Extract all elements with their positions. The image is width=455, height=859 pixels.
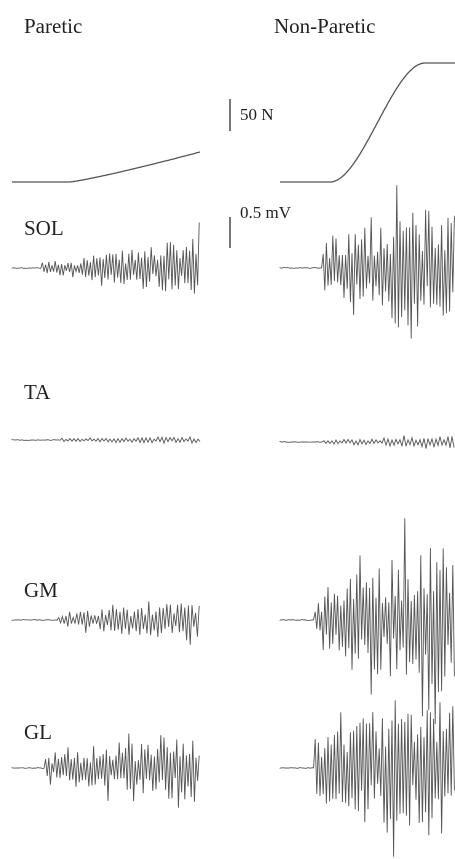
muscle-label-sol: SOL [24, 216, 64, 240]
non-paretic-column-title: Non-Paretic [274, 14, 376, 38]
muscle-label-ta: TA [24, 380, 51, 404]
gl-trace-non-paretic [279, 700, 455, 857]
sol-trace-non-paretic [279, 185, 455, 339]
force-scale-label: 50 N [240, 105, 274, 124]
gl-trace-paretic [11, 733, 200, 808]
gm-trace-non-paretic [279, 518, 455, 725]
emg-scale-label: 0.5 mV [240, 203, 291, 222]
force-trace-paretic [12, 151, 201, 183]
ta-trace-paretic [11, 435, 201, 445]
ta-trace-non-paretic [279, 435, 455, 449]
sol-trace-paretic [11, 222, 200, 294]
paretic-column-title: Paretic [24, 14, 83, 38]
muscle-label-gm: GM [24, 578, 58, 602]
muscle-label-gl: GL [24, 720, 52, 744]
force-trace-non-paretic [280, 62, 455, 183]
gm-trace-paretic [11, 601, 200, 645]
